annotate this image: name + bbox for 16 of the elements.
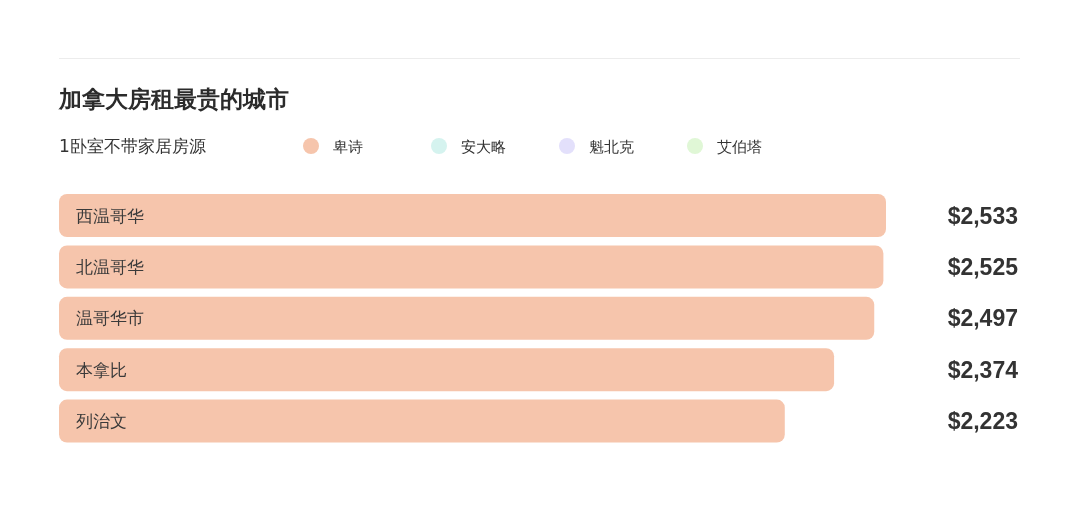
value-label: $2,533 — [947, 202, 1018, 229]
legend-label: 安大略 — [461, 137, 506, 156]
value-label: $2,223 — [947, 408, 1018, 435]
value-label: $2,497 — [947, 305, 1018, 332]
category-label: 温哥华市 — [76, 308, 144, 329]
subtitle: 1卧室不带家居房源 — [59, 136, 206, 156]
category-label: 西温哥华 — [76, 205, 144, 226]
category-label: 北温哥华 — [76, 256, 144, 277]
value-label: $2,525 — [947, 253, 1018, 280]
legend-label: 魁北克 — [589, 137, 634, 156]
value-label: $2,374 — [947, 356, 1018, 383]
legend-label: 卑诗 — [333, 137, 363, 156]
category-label: 本拿比 — [76, 359, 127, 380]
category-label: 列治文 — [76, 411, 127, 432]
legend-label: 艾伯塔 — [717, 137, 762, 156]
title: 加拿大房租最贵的城市 — [59, 86, 289, 112]
